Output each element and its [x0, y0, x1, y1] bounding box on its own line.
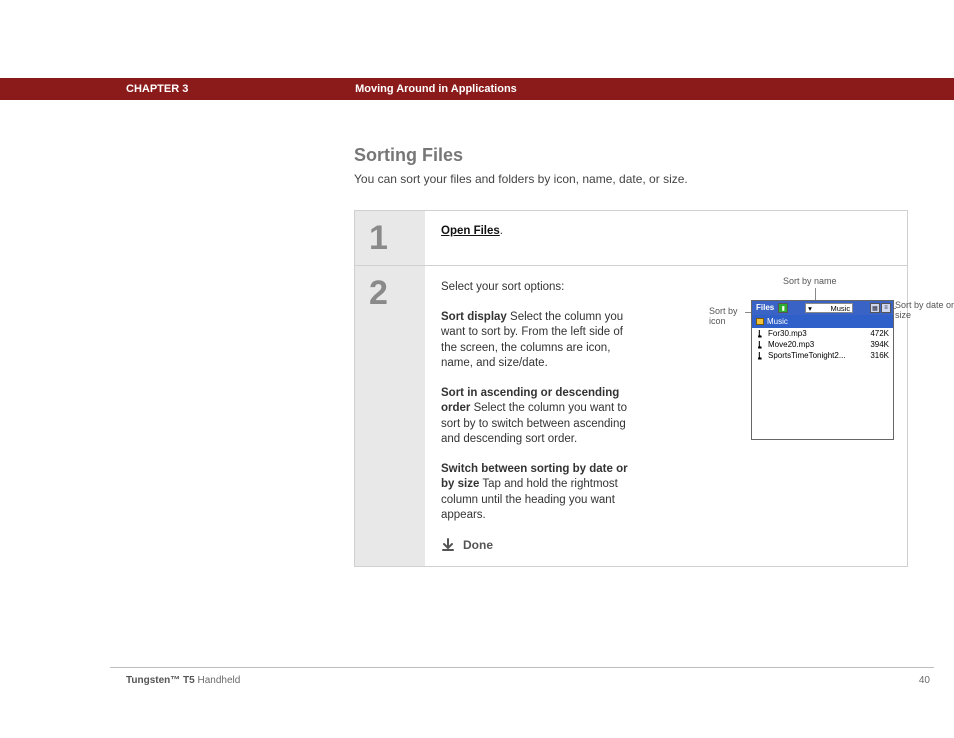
product-name: Tungsten™ T5 Handheld [126, 675, 240, 686]
view-list-icon[interactable]: ≡ [881, 303, 891, 313]
category-dropdown[interactable]: ▾ Music [805, 303, 853, 313]
done-label: Done [463, 538, 493, 552]
open-files-link[interactable]: Open Files [441, 225, 500, 237]
file-name: SportsTimeTonight2... [766, 351, 859, 360]
file-size: 472K [859, 329, 889, 338]
page-number: 40 [919, 675, 930, 686]
file-size: 316K [859, 351, 889, 360]
step-row: 2 Select your sort options: Sort display… [355, 266, 907, 566]
view-icon[interactable]: ▦ [870, 303, 880, 313]
step2-block: Sort display Select the column you want … [441, 310, 641, 372]
file-row[interactable]: Move20.mp3 394K [752, 339, 893, 350]
file-row[interactable]: For30.mp3 472K [752, 328, 893, 339]
file-size: 394K [859, 340, 889, 349]
callout-sort-by-date-size: Sort by date or size [895, 300, 954, 320]
folder-icon [756, 318, 764, 325]
step2-block: Switch between sorting by date or by siz… [441, 462, 641, 524]
step-content: Select your sort options: Sort display S… [425, 266, 907, 566]
dropdown-value: Music [831, 304, 851, 313]
step-number: 1 [369, 221, 411, 255]
step-row: 1 Open Files. [355, 211, 907, 266]
section-title: Sorting Files [354, 145, 914, 166]
file-name: Move20.mp3 [766, 340, 859, 349]
folder-name: Music [767, 317, 788, 326]
step-number: 2 [369, 276, 411, 310]
files-titlebar-label: Files [752, 301, 778, 315]
callout-sort-by-name: Sort by name [783, 276, 837, 286]
done-row: Done [441, 538, 893, 552]
step-num-cell: 2 [355, 266, 425, 566]
card-icon[interactable]: ▮ [778, 303, 788, 313]
step1-trailing: . [500, 225, 503, 237]
folder-row[interactable]: Music [752, 315, 893, 328]
product-name-rest: Handheld [195, 675, 241, 686]
chapter-title: Moving Around in Applications [355, 78, 517, 100]
section-intro: You can sort your files and folders by i… [354, 172, 914, 186]
music-file-icon [756, 352, 763, 360]
page-body: Sorting Files You can sort your files an… [354, 145, 914, 567]
files-titlebar: Files ▮ ▾ Music ▦ ≡ [752, 301, 893, 315]
music-file-icon [756, 330, 763, 338]
file-list: For30.mp3 472K Move20.mp3 394K SportsTim… [752, 328, 893, 361]
done-arrow-icon [441, 538, 455, 552]
step2-lead: Select your sort options: [441, 281, 564, 293]
footer-rule [110, 667, 934, 668]
chapter-header: CHAPTER 3 Moving Around in Applications [0, 78, 954, 100]
page-footer: Tungsten™ T5 Handheld 40 [126, 675, 930, 686]
steps-box: 1 Open Files. 2 Select your sort options… [354, 210, 908, 567]
music-file-icon [756, 341, 763, 349]
block-bold: Sort display [441, 311, 507, 323]
chapter-label: CHAPTER 3 [126, 78, 352, 100]
product-name-bold: Tungsten™ T5 [126, 675, 195, 686]
files-screenshot: Files ▮ ▾ Music ▦ ≡ [751, 300, 894, 440]
callout-sort-by-icon: Sort by icon [709, 306, 753, 326]
file-row[interactable]: SportsTimeTonight2... 316K [752, 350, 893, 361]
step-num-cell: 1 [355, 211, 425, 265]
file-name: For30.mp3 [766, 329, 859, 338]
step-content: Open Files. [425, 211, 907, 265]
step2-block: Sort in ascending or descending order Se… [441, 386, 641, 448]
